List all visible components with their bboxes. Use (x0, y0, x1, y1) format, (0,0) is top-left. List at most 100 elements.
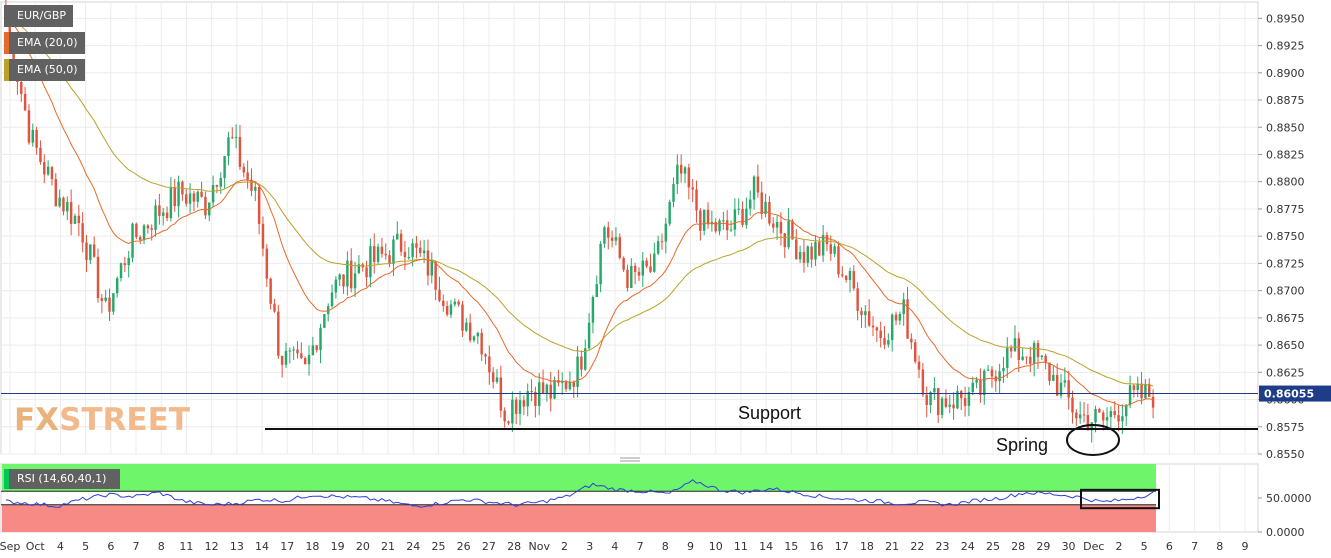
candle-body (722, 220, 725, 222)
candle-body (844, 275, 848, 280)
candle-body (833, 246, 836, 254)
y-tick-label: 0.8675 (1266, 312, 1305, 325)
candle-body (526, 391, 529, 407)
x-tick-label: 8 (158, 540, 165, 553)
candle-body (161, 212, 165, 216)
support-label: Support (738, 403, 801, 423)
candle-body (522, 400, 526, 407)
candle-body (653, 253, 656, 272)
candle-body (54, 179, 58, 207)
candle-body (637, 271, 641, 276)
x-tick-label: 18 (860, 540, 874, 553)
candle-body (699, 210, 702, 231)
rsi-legend[interactable]: RSI (14,60,40,1) (4, 469, 121, 489)
x-tick-label: 19 (331, 540, 345, 553)
candle-body (303, 358, 307, 365)
candle-body (43, 162, 46, 175)
candle-body (185, 194, 188, 204)
candle-body (31, 129, 35, 143)
candle-body (913, 342, 917, 362)
x-tick-label: 17 (280, 540, 294, 553)
candle-body (645, 260, 648, 267)
candle-body (814, 242, 817, 260)
candle-body (142, 225, 146, 240)
x-tick-label: Sep (0, 540, 20, 553)
candle-body (388, 255, 391, 264)
y-tick-label: 0.8725 (1266, 257, 1305, 270)
candle-body (952, 404, 955, 409)
candle-body (910, 338, 913, 343)
candle-body (772, 223, 775, 228)
candle-body (138, 237, 142, 240)
ema50-legend[interactable]: EMA (50,0) (4, 59, 85, 81)
candle-body (545, 384, 549, 394)
candle-body (1048, 362, 1051, 381)
candle-body (415, 243, 418, 248)
x-tick-label: 30 (1062, 540, 1076, 553)
candle-body (476, 332, 480, 337)
candle-body (1013, 338, 1017, 352)
candle-body (576, 356, 579, 387)
y-tick-label: 0.8550 (1266, 448, 1305, 461)
candle-body (411, 243, 414, 258)
spring-circle (1066, 423, 1120, 456)
candle-body (442, 300, 445, 306)
candle-body (115, 278, 119, 294)
candle-body (1044, 355, 1047, 363)
candle-body (691, 187, 694, 190)
candle-body (507, 421, 510, 424)
candle-body (242, 166, 246, 173)
candle-body (879, 330, 882, 339)
x-tick-label: 15 (784, 540, 798, 553)
candle-body (261, 223, 265, 249)
candle-body (238, 137, 242, 167)
candle-body (1071, 397, 1074, 413)
candle-body (852, 271, 856, 289)
candle-body (449, 304, 453, 315)
candle-body (733, 209, 737, 230)
candle-body (280, 355, 284, 365)
candle-body (445, 305, 449, 315)
candle-body (714, 221, 717, 232)
candle-body (1121, 416, 1124, 422)
candle-body (783, 233, 786, 248)
symbol-legend[interactable]: EUR/GBP (4, 5, 74, 27)
candle-body (23, 93, 27, 111)
last-price-label: 0.86055 (1264, 388, 1314, 401)
candle-body (288, 350, 292, 352)
candle-body (864, 311, 867, 316)
candle-body (419, 247, 422, 254)
spring-label: Spring (996, 435, 1048, 455)
candle-body (265, 248, 269, 279)
candle-body (215, 185, 219, 187)
candle-body (841, 274, 844, 276)
candle-body (875, 327, 879, 331)
candle-body (1132, 385, 1136, 390)
candle-body (564, 381, 568, 390)
candle-body (384, 253, 387, 256)
candle-body (100, 297, 104, 301)
x-tick-label: 11 (734, 540, 748, 553)
candle-body (1067, 380, 1070, 398)
candle-body (365, 267, 368, 278)
y-tick-label: 0.8625 (1266, 366, 1305, 379)
ema20-line (5, 18, 1154, 407)
candle-body (752, 176, 756, 200)
candle-body (1063, 380, 1067, 383)
candle-body (1032, 343, 1036, 364)
candle-body (503, 410, 506, 422)
candle-body (656, 241, 660, 254)
candle-body (764, 201, 767, 214)
candle-body (250, 179, 253, 191)
candle-body (1124, 405, 1128, 417)
candle-body (537, 382, 541, 406)
candle-body (231, 137, 234, 139)
candle-body (729, 229, 733, 231)
candle-body (135, 223, 138, 238)
candle-body (269, 278, 272, 304)
candle-body (234, 137, 238, 139)
candle-body (553, 380, 556, 399)
ema20-legend[interactable]: EMA (20,0) (4, 32, 85, 54)
candle-body (1128, 385, 1132, 406)
candle-body (837, 246, 840, 275)
